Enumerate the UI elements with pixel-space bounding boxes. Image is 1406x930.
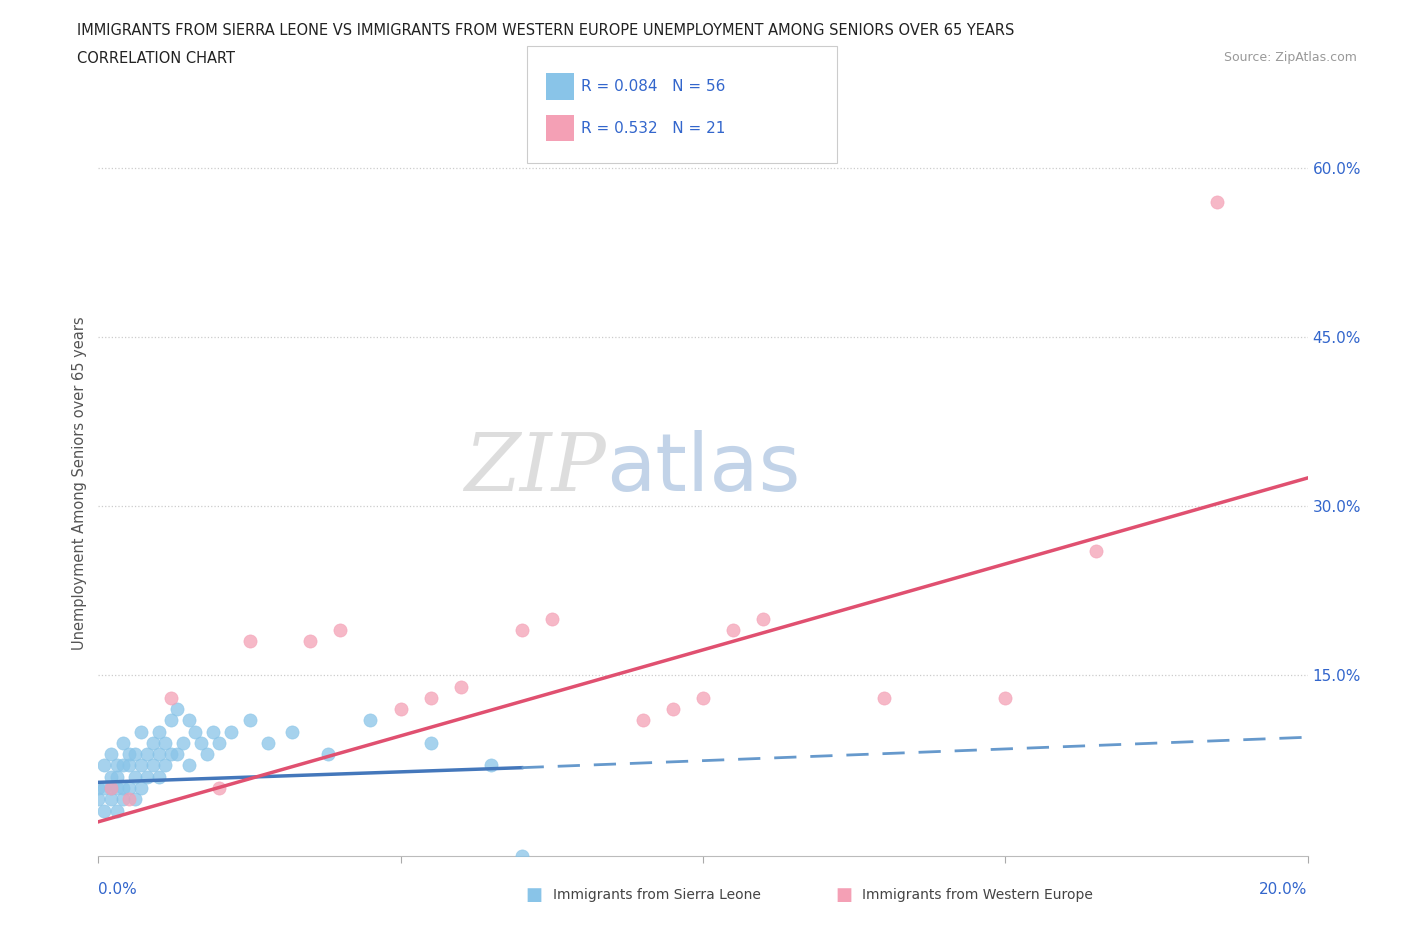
Point [692, 690, 714, 705]
Point [420, 690, 443, 705]
Text: 0.0%: 0.0% [98, 883, 138, 897]
Point [166, 701, 188, 716]
Point [202, 724, 225, 739]
Point [179, 758, 201, 773]
Point [118, 747, 141, 762]
Point [87, 780, 110, 795]
Point [105, 758, 128, 773]
Point [93, 804, 115, 818]
Point [124, 791, 146, 806]
Point [184, 724, 207, 739]
Point [87, 791, 110, 806]
Point [118, 780, 141, 795]
Text: Immigrants from Western Europe: Immigrants from Western Europe [862, 887, 1092, 902]
Text: CORRELATION CHART: CORRELATION CHART [77, 51, 235, 66]
Point [481, 758, 503, 773]
Point [135, 747, 157, 762]
Point [420, 736, 443, 751]
Point [118, 791, 141, 806]
Point [195, 747, 218, 762]
Point [239, 634, 262, 649]
Point [661, 701, 683, 716]
Text: Source: ZipAtlas.com: Source: ZipAtlas.com [1223, 51, 1357, 64]
Point [631, 713, 654, 728]
Text: ■: ■ [526, 885, 543, 904]
Point [179, 713, 201, 728]
Point [208, 736, 231, 751]
Point [450, 679, 472, 694]
Point [329, 623, 352, 638]
Point [221, 724, 243, 739]
Y-axis label: Unemployment Among Seniors over 65 years: Unemployment Among Seniors over 65 years [72, 317, 87, 650]
Point [100, 791, 122, 806]
Point [166, 747, 188, 762]
Point [1206, 194, 1229, 209]
Text: Immigrants from Sierra Leone: Immigrants from Sierra Leone [553, 887, 761, 902]
Point [316, 747, 339, 762]
Point [100, 747, 122, 762]
Text: IMMIGRANTS FROM SIERRA LEONE VS IMMIGRANTS FROM WESTERN EUROPE UNEMPLOYMENT AMON: IMMIGRANTS FROM SIERRA LEONE VS IMMIGRAN… [77, 23, 1015, 38]
Point [148, 769, 170, 784]
Point [142, 736, 165, 751]
Point [93, 758, 115, 773]
Point [873, 690, 896, 705]
Point [160, 747, 183, 762]
Point [129, 780, 152, 795]
Point [93, 780, 115, 795]
Point [299, 634, 322, 649]
Point [129, 724, 152, 739]
Point [124, 769, 146, 784]
Point [540, 611, 562, 626]
Point [389, 701, 412, 716]
Point [129, 758, 152, 773]
Point [105, 769, 128, 784]
Text: ■: ■ [835, 885, 852, 904]
Point [510, 623, 533, 638]
Point [360, 713, 382, 728]
Text: 20.0%: 20.0% [1260, 883, 1308, 897]
Point [111, 780, 134, 795]
Point [281, 724, 304, 739]
Point [256, 736, 278, 751]
Text: R = 0.532   N = 21: R = 0.532 N = 21 [581, 121, 725, 136]
Point [118, 758, 141, 773]
Point [994, 690, 1017, 705]
Text: R = 0.084   N = 56: R = 0.084 N = 56 [581, 79, 725, 94]
Point [148, 724, 170, 739]
Point [239, 713, 262, 728]
Point [100, 780, 122, 795]
Point [111, 736, 134, 751]
Point [100, 780, 122, 795]
Point [105, 780, 128, 795]
Point [752, 611, 775, 626]
Point [510, 848, 533, 863]
Point [124, 747, 146, 762]
Point [105, 804, 128, 818]
Point [148, 747, 170, 762]
Point [172, 736, 194, 751]
Point [111, 791, 134, 806]
Point [160, 690, 183, 705]
Point [190, 736, 212, 751]
Point [100, 769, 122, 784]
Text: ZIP: ZIP [464, 430, 606, 508]
Point [153, 758, 176, 773]
Point [111, 758, 134, 773]
Point [135, 769, 157, 784]
Point [723, 623, 745, 638]
Point [160, 713, 183, 728]
Text: atlas: atlas [606, 430, 800, 508]
Point [142, 758, 165, 773]
Point [208, 780, 231, 795]
Point [153, 736, 176, 751]
Point [1085, 544, 1108, 559]
